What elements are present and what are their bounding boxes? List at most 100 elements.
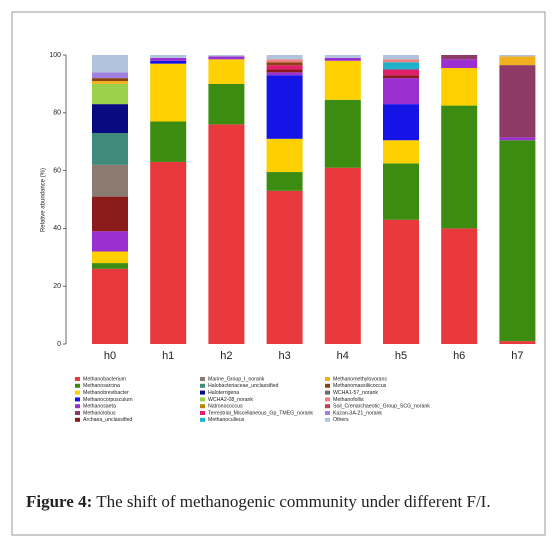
bar-segment xyxy=(441,105,478,229)
legend-swatch xyxy=(75,417,80,422)
y-tick-label: 100 xyxy=(49,52,61,59)
legend-label: WCHA1-57_norank xyxy=(333,390,378,396)
bar-segment xyxy=(324,167,361,344)
bar-segment xyxy=(92,83,128,105)
bar-segment xyxy=(92,263,128,269)
bar-segment xyxy=(266,190,303,344)
x-tick-label: h6 xyxy=(453,350,465,362)
legend-swatch xyxy=(325,411,330,415)
bar-segment xyxy=(266,72,303,76)
x-tick-label: h1 xyxy=(162,350,174,362)
bar-segment xyxy=(208,55,245,57)
bar-segment xyxy=(324,60,361,100)
x-tick-label: h0 xyxy=(104,350,116,362)
y-tick-label: 40 xyxy=(53,225,61,232)
legend-swatch xyxy=(200,390,205,395)
legend-label: WCHA2-08_norank xyxy=(208,397,253,403)
bar-segment xyxy=(266,62,303,66)
legend-label: Methanomassiliicoccus xyxy=(333,383,387,389)
legend-swatch xyxy=(325,397,330,402)
bar-segment xyxy=(92,81,128,84)
legend-swatch xyxy=(75,397,80,402)
legend-swatch xyxy=(200,397,205,402)
bar-segment xyxy=(266,65,303,70)
legend-swatch xyxy=(325,383,330,388)
bar-segment xyxy=(92,164,128,197)
legend-swatch xyxy=(200,404,205,409)
bar-segment xyxy=(499,140,536,342)
bar-segment xyxy=(383,75,419,79)
bar-segment xyxy=(92,268,128,344)
legend-label: Methanofollis xyxy=(333,397,364,403)
legend-swatch xyxy=(75,377,80,381)
legend-label: Others xyxy=(333,417,349,423)
legend-label: Methanocorpusculum xyxy=(83,397,133,403)
bar-segment xyxy=(92,196,128,232)
legend-label: Methanolobus xyxy=(83,410,116,416)
caption-label: Figure 4: xyxy=(26,492,92,511)
legend-label: Halobacteriaceae_unclassified xyxy=(208,383,278,389)
legend-label: Soil_Crenarchaeotic_Group_SCG_norank xyxy=(333,404,430,410)
legend-swatch xyxy=(325,417,330,422)
x-tick-label: h4 xyxy=(337,350,349,362)
caption-text: The shift of methanogenic community unde… xyxy=(96,492,490,511)
bar-segment xyxy=(208,59,245,84)
bar-segment xyxy=(441,55,478,60)
bar-segment xyxy=(383,163,419,220)
bar-segment xyxy=(324,99,361,168)
y-tick-label: 80 xyxy=(53,110,61,117)
bar-segment xyxy=(499,56,536,66)
bar-segment xyxy=(92,133,128,165)
bar-segment xyxy=(499,55,536,57)
legend-swatch xyxy=(325,377,330,381)
bar-segment xyxy=(92,231,128,252)
bar-segment xyxy=(92,104,128,134)
legend-swatch xyxy=(75,411,80,415)
bar-segment xyxy=(150,63,187,122)
legend-label: Methanosaeta xyxy=(83,404,116,410)
bar-segment xyxy=(499,65,536,138)
legend-swatch xyxy=(200,383,205,388)
bar-segment xyxy=(208,56,245,60)
legend-label: Methanoculleus xyxy=(208,417,245,423)
legend-label: Methanobrevibacter xyxy=(83,390,129,396)
y-axis-label: Relative abundance (%) xyxy=(41,168,47,232)
bar-segment xyxy=(383,59,419,63)
legend-label: Haloterrigena xyxy=(208,390,239,396)
caption: Figure 4: The shift of methanogenic comm… xyxy=(26,492,491,511)
legend-label: Methanomethylovorans xyxy=(333,376,387,382)
legend-swatch xyxy=(75,390,80,395)
y-tick-label: 0 xyxy=(57,341,61,348)
bar-segment xyxy=(266,75,303,139)
bar-segment xyxy=(441,228,478,344)
bar-segment xyxy=(266,55,303,60)
bar-segment xyxy=(266,138,303,173)
legend-swatch xyxy=(325,404,330,409)
legend-swatch xyxy=(75,404,80,409)
legend-label: Kazan-3A-21_norank xyxy=(333,410,382,416)
y-tick-label: 60 xyxy=(53,167,61,174)
bar-segment xyxy=(499,137,536,141)
bar-segment xyxy=(208,83,245,125)
bar-segment xyxy=(441,68,478,106)
bar-segment xyxy=(383,55,419,60)
bar-segment xyxy=(92,251,128,264)
bar-segment xyxy=(383,69,419,76)
x-tick-label: h7 xyxy=(511,350,523,362)
bar-segment xyxy=(92,72,128,79)
legend-label: Archaea_unclassified xyxy=(83,417,132,423)
bar-segment xyxy=(441,59,478,69)
legend-swatch xyxy=(325,390,330,395)
bar-segment xyxy=(150,60,187,64)
legend-swatch xyxy=(200,411,205,415)
bar-segment xyxy=(266,59,303,63)
legend-label: Terrestrial_Miscellaneous_Gp_TMEG_norank xyxy=(208,410,313,416)
legend-swatch xyxy=(200,417,205,422)
bar-segment xyxy=(383,219,419,344)
bar-segment xyxy=(383,104,419,141)
bar-segment xyxy=(208,124,245,344)
bar-segment xyxy=(324,55,361,58)
bar-segment xyxy=(150,161,187,344)
legend-label: Marine_Group_I_norank xyxy=(208,376,265,382)
